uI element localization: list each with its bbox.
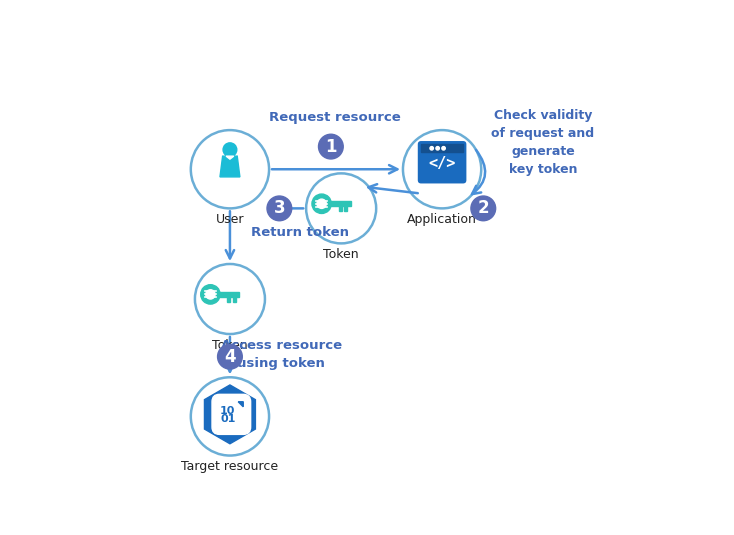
Polygon shape — [228, 297, 230, 302]
Circle shape — [442, 147, 446, 150]
Circle shape — [267, 196, 291, 221]
Circle shape — [471, 196, 495, 221]
Text: Token: Token — [324, 248, 359, 261]
FancyBboxPatch shape — [418, 141, 466, 184]
Text: </>: </> — [429, 156, 456, 172]
Circle shape — [317, 199, 327, 209]
Circle shape — [319, 134, 344, 159]
Text: Request resource: Request resource — [269, 111, 401, 124]
Text: 10: 10 — [220, 406, 236, 416]
Circle shape — [206, 290, 215, 299]
Text: 1: 1 — [325, 137, 337, 156]
Text: Return token: Return token — [251, 226, 349, 239]
Circle shape — [430, 147, 434, 150]
Polygon shape — [421, 144, 463, 152]
Polygon shape — [219, 292, 239, 297]
Polygon shape — [344, 207, 347, 211]
Circle shape — [223, 143, 237, 157]
Circle shape — [195, 264, 265, 334]
Polygon shape — [220, 156, 240, 177]
Polygon shape — [205, 385, 255, 444]
Circle shape — [306, 173, 377, 243]
Circle shape — [403, 130, 482, 208]
Circle shape — [191, 377, 269, 456]
Circle shape — [312, 194, 331, 213]
Text: 01: 01 — [220, 415, 236, 424]
Text: 4: 4 — [224, 348, 236, 366]
Text: 3: 3 — [274, 200, 286, 217]
FancyBboxPatch shape — [212, 394, 250, 434]
Circle shape — [436, 147, 440, 150]
Circle shape — [191, 130, 269, 208]
FancyArrowPatch shape — [472, 150, 485, 194]
Text: User: User — [216, 213, 244, 226]
Circle shape — [217, 345, 242, 369]
Text: 2: 2 — [478, 200, 489, 217]
Polygon shape — [330, 201, 351, 207]
Polygon shape — [338, 207, 341, 211]
Text: Target resource: Target resource — [181, 461, 278, 473]
Polygon shape — [226, 156, 234, 159]
Circle shape — [200, 285, 220, 304]
Polygon shape — [239, 402, 243, 407]
Text: Access resource
using token: Access resource using token — [221, 339, 342, 370]
Text: Application: Application — [407, 213, 477, 226]
Text: Token: Token — [212, 339, 248, 352]
Text: Check validity
of request and
generate
key token: Check validity of request and generate k… — [492, 109, 595, 176]
Polygon shape — [233, 297, 236, 302]
